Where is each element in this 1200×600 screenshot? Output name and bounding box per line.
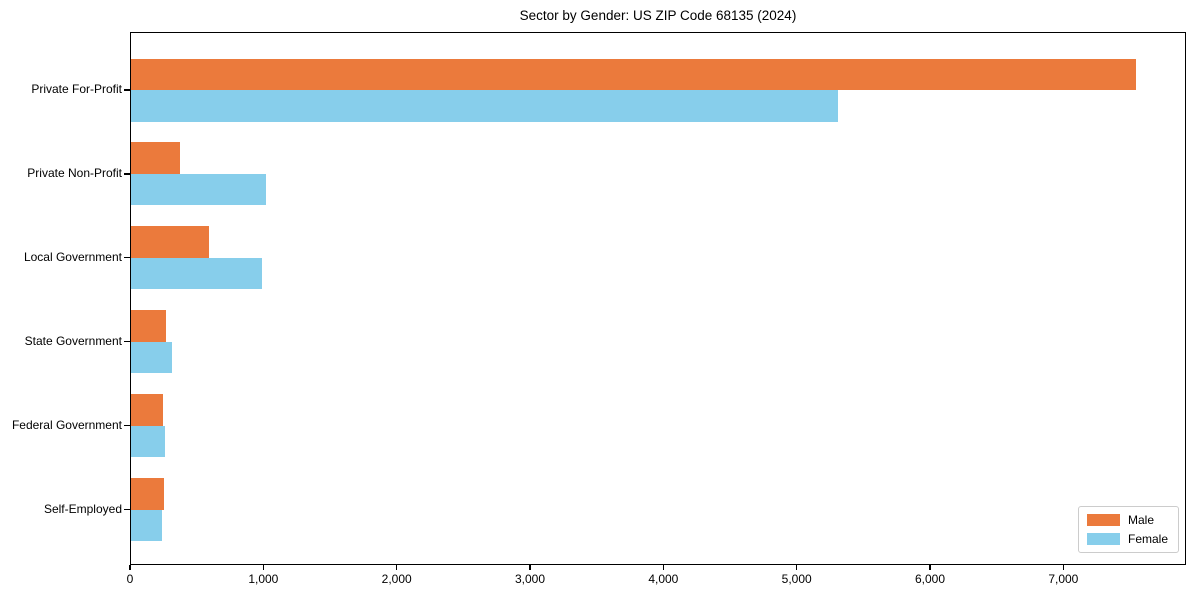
x-tick xyxy=(529,565,531,570)
female-swatch xyxy=(1086,533,1120,545)
female-bar-state-government xyxy=(131,341,172,374)
y-category-label: State Government xyxy=(24,333,122,348)
y-tick xyxy=(124,341,130,343)
x-tick xyxy=(1062,565,1065,570)
x-tick-label: 5,000 xyxy=(781,572,812,586)
y-tick xyxy=(124,173,130,175)
y-category-label: Local Government xyxy=(23,249,122,264)
x-tick xyxy=(129,565,131,570)
y-tick xyxy=(124,508,130,511)
legend-item-female: Female xyxy=(1086,532,1168,546)
y-category-label: Self-Employed xyxy=(43,501,122,516)
female-bar-private-non-profit xyxy=(131,173,266,206)
x-tick-label: 6,000 xyxy=(914,572,946,586)
male-bar-state-government xyxy=(131,310,167,342)
y-category-label: Private Non-Profit xyxy=(27,165,122,180)
x-tick-label: 1,000 xyxy=(248,572,279,586)
female-bar-self-employed xyxy=(131,509,162,541)
y-category-label: Private For-Profit xyxy=(31,82,122,96)
x-tick xyxy=(662,565,665,570)
x-tick-label: 7,000 xyxy=(1048,572,1079,586)
male-bar-self-employed xyxy=(131,478,165,510)
y-tick xyxy=(124,257,130,259)
x-tick xyxy=(262,565,265,570)
y-category-label: Federal Government xyxy=(11,417,122,432)
x-tick-label: 2,000 xyxy=(381,572,412,586)
male-bar-private-for-profit xyxy=(131,58,1137,90)
x-tick xyxy=(929,565,931,570)
y-tick xyxy=(124,89,130,91)
plot-area: Male Female xyxy=(124,32,1186,565)
female-bar-local-government xyxy=(131,257,262,290)
male-swatch xyxy=(1086,514,1120,526)
x-tick-label: 3,000 xyxy=(514,572,546,586)
male-bar-federal-government xyxy=(131,394,163,426)
x-tick xyxy=(395,565,398,570)
chart-title: Sector by Gender: US ZIP Code 68135 (202… xyxy=(519,8,797,23)
x-tick-label: 4,000 xyxy=(648,572,679,586)
female-bar-private-for-profit xyxy=(131,90,838,122)
male-bar-private-non-profit xyxy=(131,142,181,174)
male-bar-local-government xyxy=(131,226,209,258)
legend-label-male: Male xyxy=(1127,513,1154,527)
y-tick xyxy=(124,424,130,427)
x-tick-label: 0 xyxy=(126,572,134,586)
legend-label-female: Female xyxy=(1127,532,1168,546)
female-bar-federal-government xyxy=(131,425,165,458)
x-tick xyxy=(795,565,798,570)
legend: Male Female xyxy=(1077,506,1179,553)
legend-item-male: Male xyxy=(1086,513,1168,527)
